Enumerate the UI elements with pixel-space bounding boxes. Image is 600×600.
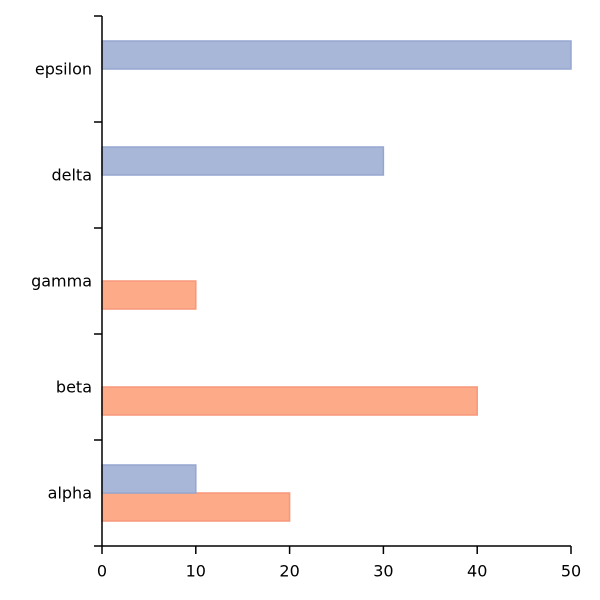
y-tick-label-gamma: gamma <box>31 272 92 291</box>
bar-gamma-s1 <box>101 280 197 310</box>
bar-delta-s2 <box>101 146 385 176</box>
bar-beta-s1 <box>101 386 478 416</box>
x-tick-label-40: 40 <box>467 562 487 581</box>
y-tick-label-epsilon: epsilon <box>35 60 92 79</box>
y-tick-label-delta: delta <box>51 166 92 185</box>
bar-epsilon-s2 <box>101 40 572 70</box>
bar-alpha-s2 <box>101 464 197 494</box>
x-tick-label-50: 50 <box>561 562 581 581</box>
x-tick-label-0: 0 <box>97 562 107 581</box>
bars-group <box>101 40 572 522</box>
x-tick-label-30: 30 <box>373 562 393 581</box>
y-axis: alpha beta gamma delta epsilon <box>31 15 103 547</box>
x-tick-label-10: 10 <box>186 562 206 581</box>
y-tick-label-beta: beta <box>56 378 92 397</box>
x-axis: 0 10 20 30 40 50 <box>97 545 581 581</box>
bar-alpha-s1 <box>101 492 291 522</box>
x-tick-label-20: 20 <box>279 562 299 581</box>
y-tick-label-alpha: alpha <box>48 484 92 503</box>
